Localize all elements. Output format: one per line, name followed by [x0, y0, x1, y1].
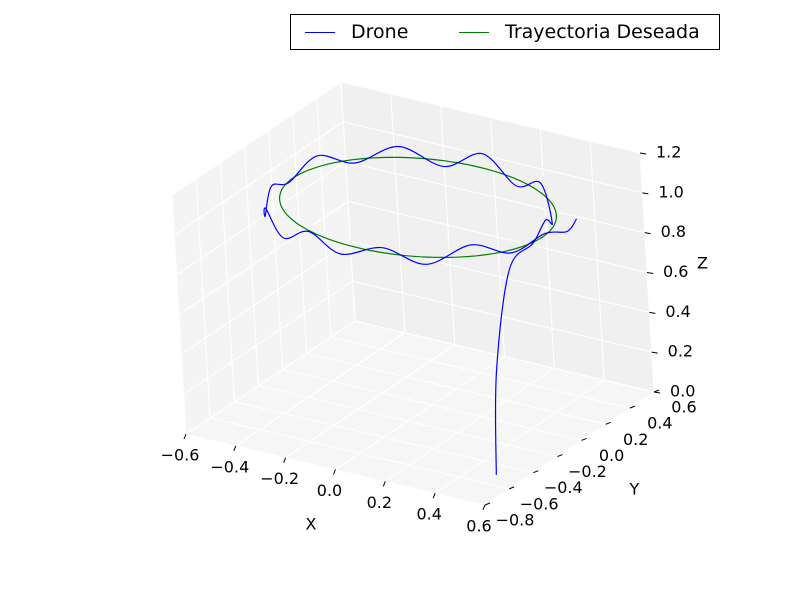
x-tick [183, 433, 187, 440]
z-axis-label: Z [697, 254, 708, 273]
y-tick [508, 486, 515, 490]
y-tick-label: −0.4 [544, 478, 583, 497]
z-tick-label: 1.0 [658, 182, 683, 201]
y-tick [581, 437, 587, 441]
z-tick-label: 0.4 [665, 302, 690, 321]
legend-swatch-drone [305, 31, 335, 33]
grid-line-z [183, 280, 652, 395]
z-tick [644, 232, 651, 235]
z-tick [649, 311, 656, 314]
y-axis-label: Y [629, 480, 640, 499]
legend-label-trayectoria: Trayectoria Deseada [505, 21, 700, 43]
y-tick [557, 454, 563, 458]
z-tick [642, 192, 649, 195]
z-tick-label: 0.8 [661, 222, 686, 241]
y-tick [629, 405, 636, 409]
grid-line-z [178, 200, 648, 315]
series-line-drone [263, 145, 578, 475]
x-tick-label: −0.4 [210, 457, 249, 476]
grid-line-z [173, 121, 643, 236]
x-tick-label: 0.6 [466, 517, 491, 536]
z-tick-label: 0.2 [668, 342, 693, 361]
legend-label-drone: Drone [351, 21, 409, 43]
legend-swatch-trayectoria [459, 31, 489, 33]
axis-ticks: −0.6−0.4−0.20.00.20.40.6 −0.8−0.6−0.4−0.2… [161, 143, 697, 536]
legend-item-drone: Drone [305, 15, 408, 49]
grid-line-z [185, 320, 655, 435]
grid-line-z [180, 240, 650, 355]
axes-panes [171, 81, 655, 506]
x-tick [233, 445, 237, 452]
z-tick-label: 0.6 [663, 262, 688, 281]
y-tick [533, 470, 539, 474]
x-axis-label: X [306, 515, 317, 534]
legend: Drone Trayectoria Deseada [290, 14, 720, 50]
x-tick-label: 0.0 [317, 481, 342, 500]
x-tick-label: −0.6 [161, 446, 200, 465]
x-tick [333, 469, 336, 475]
x-tick-label: 0.2 [367, 493, 392, 512]
z-tick [639, 152, 647, 155]
x-tick-label: −0.2 [260, 469, 299, 488]
y-tick-label: −0.2 [568, 462, 607, 481]
z-tick-label: 1.2 [656, 143, 681, 162]
y-tick [484, 502, 491, 506]
z-tick [651, 351, 658, 354]
y-tick-label: 0.4 [647, 414, 672, 433]
z-tick [653, 391, 661, 394]
series-layer [263, 145, 578, 475]
z-tick [646, 272, 654, 274]
x-tick [432, 492, 436, 499]
y-tick [605, 421, 611, 425]
grid-line-z [171, 81, 641, 196]
y-tick-label: −0.6 [520, 494, 559, 513]
y-tick-label: 0.6 [671, 398, 696, 417]
x-tick [382, 481, 386, 487]
z-tick-label: 0.0 [670, 382, 695, 401]
x-tick [283, 457, 287, 463]
legend-item-trayectoria: Trayectoria Deseada [459, 15, 700, 49]
y-tick-label: −0.8 [496, 511, 535, 530]
x-tick-label: 0.4 [416, 505, 441, 524]
y-tick-label: 0.2 [623, 430, 648, 449]
y-tick-label: 0.0 [599, 446, 624, 465]
x-tick [482, 504, 486, 511]
